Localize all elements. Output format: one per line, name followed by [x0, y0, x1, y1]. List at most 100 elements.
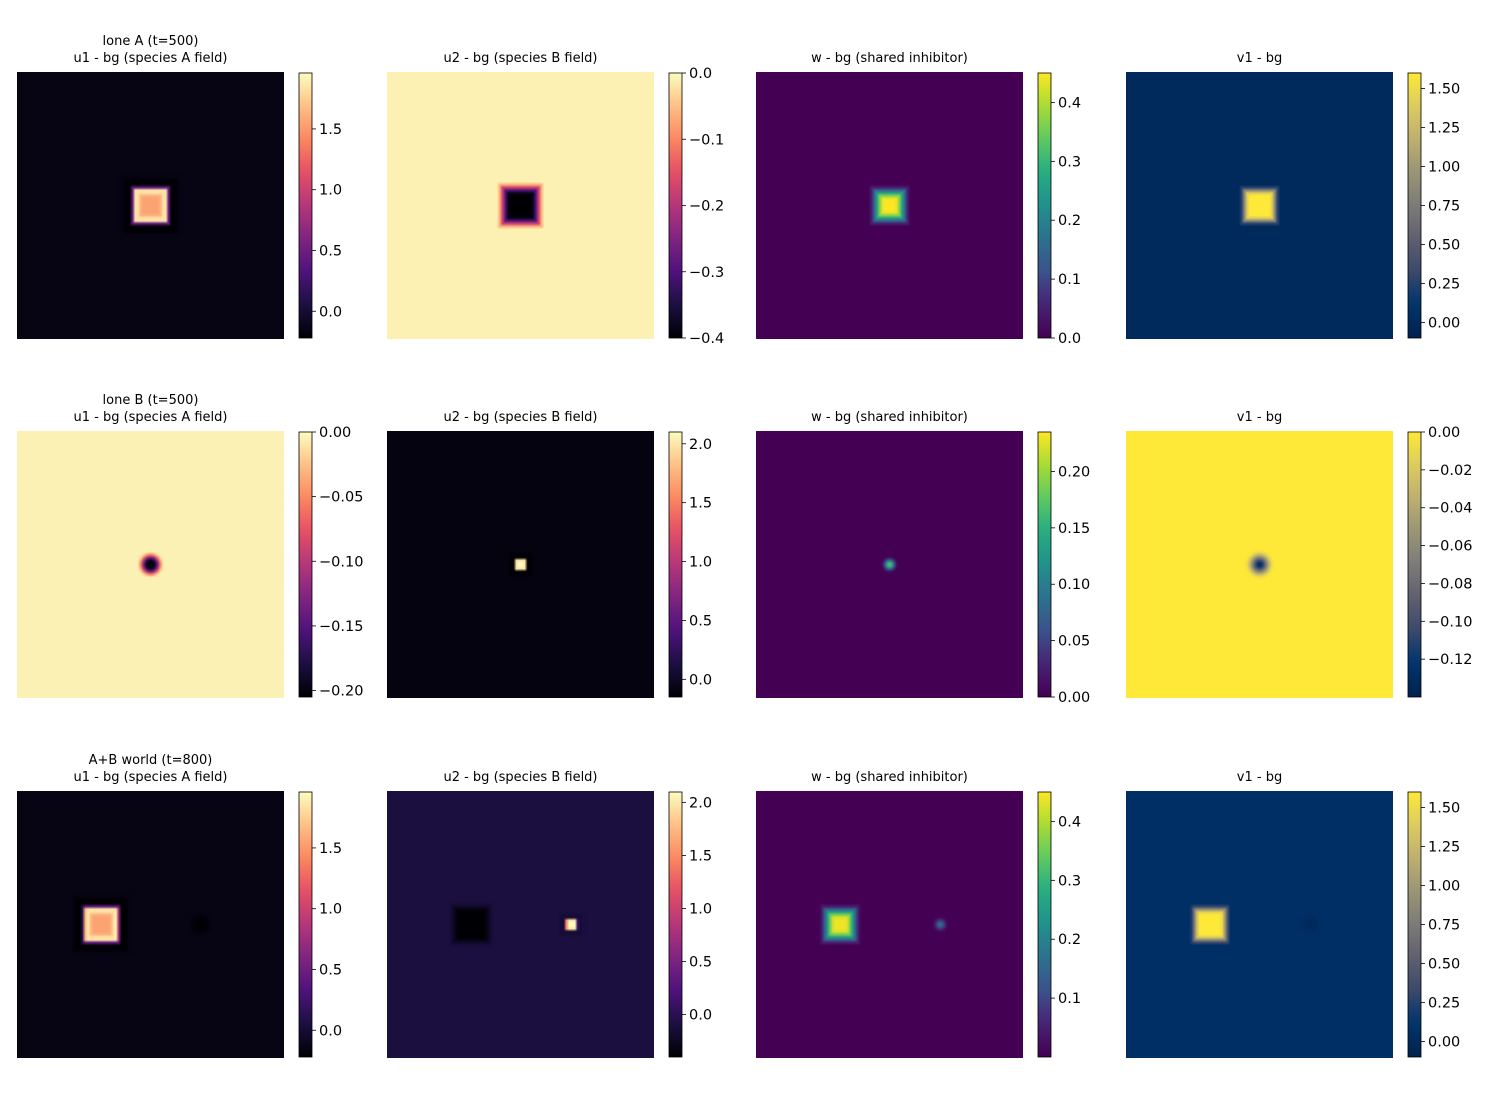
colorbar-tick-label: 0.00	[1428, 425, 1460, 441]
colorbar-tick-label: 0.5	[689, 955, 712, 971]
colorbar-tick-label: −0.10	[1428, 614, 1472, 630]
colorbar	[1407, 431, 1422, 698]
colorbar-tick-label: 0.0	[1058, 331, 1081, 347]
panel-title: w - bg (shared inhibitor)	[811, 770, 968, 785]
colorbar-tick-label: 0.5	[689, 613, 712, 629]
colorbar-tick-label: 0.75	[1428, 918, 1460, 934]
heatmap-panel: A+B world (t=800) u1 - bg (species A fiel…	[17, 753, 342, 1058]
heatmap-panel: u2 - bg (species B field) 0.0 −0.1 −0.2 −0.3…	[387, 51, 724, 347]
colorbar-tick-label: −0.04	[1428, 501, 1472, 517]
colorbar-tick-label: −0.05	[319, 490, 363, 506]
colorbar-tick-label: 1.5	[689, 849, 712, 865]
colorbar-tick-label: 0.25	[1428, 995, 1460, 1011]
colorbar	[668, 791, 683, 1058]
heatmap-image	[387, 791, 654, 1058]
heatmap-panel: v1 - bg 0.00 0.25 0.50 0.75 1.00 1.25 1.50	[1126, 770, 1460, 1058]
panel-title: u2 - bg (species B field)	[443, 51, 597, 66]
colorbar	[668, 72, 683, 339]
colorbar-tick-label: 0.00	[1058, 690, 1090, 706]
heatmap-image	[17, 431, 284, 698]
colorbar-tick-label: 0.0	[689, 66, 712, 82]
colorbar-tick-label: 1.00	[1428, 879, 1460, 895]
colorbar-tick-label: 0.00	[1428, 315, 1460, 331]
row-label: A+B world (t=800)	[89, 753, 213, 768]
colorbar-tick-label: 1.0	[689, 555, 712, 571]
colorbar-tick-label: 0.50	[1428, 956, 1460, 972]
panel-title: u2 - bg (species B field)	[443, 770, 597, 785]
colorbar-tick-label: 0.0	[319, 304, 342, 320]
colorbar-tick-label: 2.0	[689, 796, 712, 812]
colorbar-tick-label: −0.4	[689, 331, 724, 347]
colorbar	[1037, 791, 1052, 1058]
colorbar-tick-label: 0.25	[1428, 276, 1460, 292]
colorbar-tick-label: −0.02	[1428, 463, 1472, 479]
panel-title: u2 - bg (species B field)	[443, 410, 597, 425]
colorbar-tick-label: −0.15	[319, 619, 363, 635]
colorbar-tick-label: 0.0	[319, 1023, 342, 1039]
colorbar-tick-label: 1.25	[1428, 121, 1460, 137]
heatmap-panel: u2 - bg (species B field) 0.0 0.5 1.0 1.5 2.0	[387, 770, 712, 1058]
row-label: lone B (t=500)	[103, 393, 199, 408]
panel-title: v1 - bg	[1237, 410, 1282, 425]
colorbar-tick-label: 0.75	[1428, 199, 1460, 215]
colorbar-tick-label: 1.0	[319, 183, 342, 199]
heatmap-panel: w - bg (shared inhibitor) 0.1 0.2 0.3 0.4	[756, 770, 1081, 1058]
colorbar-tick-label: −0.10	[319, 554, 363, 570]
colorbar-tick-label: 1.50	[1428, 801, 1460, 817]
colorbar-tick-label: 1.25	[1428, 840, 1460, 856]
colorbar	[668, 431, 683, 698]
colorbar	[1037, 431, 1052, 698]
colorbar-tick-label: −0.3	[689, 265, 724, 281]
colorbar	[298, 72, 313, 339]
colorbar-tick-label: 1.0	[689, 902, 712, 918]
heatmap-panel: lone A (t=500) u1 - bg (species A field) 0…	[17, 34, 342, 339]
colorbar-tick-label: 0.00	[1428, 1034, 1460, 1050]
colorbar-tick-label: −0.1	[689, 132, 724, 148]
colorbar-tick-label: 2.0	[689, 437, 712, 453]
heatmap-panel: lone B (t=500) u1 - bg (species A field) 0…	[17, 393, 363, 700]
colorbar-tick-label: −0.20	[319, 684, 363, 700]
colorbar-tick-label: 0.4	[1058, 814, 1081, 830]
heatmap-panel: w - bg (shared inhibitor) 0.0 0.1 0.2 0.3 0.4	[756, 51, 1081, 347]
colorbar-tick-label: −0.12	[1428, 652, 1472, 668]
heatmap-panel: v1 - bg 0.00 0.25 0.50 0.75 1.00 1.25 1.50	[1126, 51, 1460, 339]
colorbar-tick-label: 0.5	[319, 962, 342, 978]
colorbar-tick-label: 0.0	[689, 1008, 712, 1024]
colorbar-tick-label: 0.20	[1058, 464, 1090, 480]
colorbar-tick-label: 1.50	[1428, 82, 1460, 98]
colorbar-tick-label: 0.3	[1058, 154, 1081, 170]
colorbar	[1407, 72, 1422, 339]
colorbar-tick-label: 0.4	[1058, 95, 1081, 111]
colorbar-tick-label: 0.15	[1058, 521, 1090, 537]
colorbar-tick-label: 1.5	[689, 496, 712, 512]
heatmap-image	[387, 72, 654, 339]
heatmap-image	[756, 791, 1023, 1058]
panel-title: v1 - bg	[1237, 770, 1282, 785]
panel-title: u1 - bg (species A field)	[73, 770, 227, 785]
heatmap-image	[17, 72, 284, 339]
colorbar	[298, 791, 313, 1058]
colorbar-tick-label: 1.00	[1428, 160, 1460, 176]
colorbar-tick-label: 1.5	[319, 122, 342, 138]
heatmap-image	[756, 72, 1023, 339]
colorbar	[1407, 791, 1422, 1058]
colorbar-tick-label: 0.05	[1058, 634, 1090, 650]
panel-title: w - bg (shared inhibitor)	[811, 410, 968, 425]
colorbar-tick-label: 0.1	[1058, 991, 1081, 1007]
heatmap-panel: u2 - bg (species B field) 0.0 0.5 1.0 1.5 2.0	[387, 410, 712, 698]
heatmap-panel: v1 - bg 0.00 −0.02 −0.04 −0.06 −0.08 −0.10 −0.1…	[1126, 410, 1472, 698]
colorbar-tick-label: 0.3	[1058, 873, 1081, 889]
colorbar-tick-label: 0.2	[1058, 213, 1081, 229]
heatmap-image	[1126, 791, 1393, 1058]
colorbar-tick-label: −0.06	[1428, 539, 1472, 555]
colorbar-tick-label: −0.2	[689, 199, 724, 215]
panel-title: u1 - bg (species A field)	[73, 410, 227, 425]
colorbar	[1037, 72, 1052, 339]
heatmap-panel: w - bg (shared inhibitor) 0.00 0.05 0.10 0.1…	[756, 410, 1090, 706]
colorbar-tick-label: 0.1	[1058, 272, 1081, 288]
colorbar-tick-label: −0.08	[1428, 576, 1472, 592]
panel-title: u1 - bg (species A field)	[73, 51, 227, 66]
panel-title: w - bg (shared inhibitor)	[811, 51, 968, 66]
colorbar-tick-label: 0.00	[319, 425, 351, 441]
